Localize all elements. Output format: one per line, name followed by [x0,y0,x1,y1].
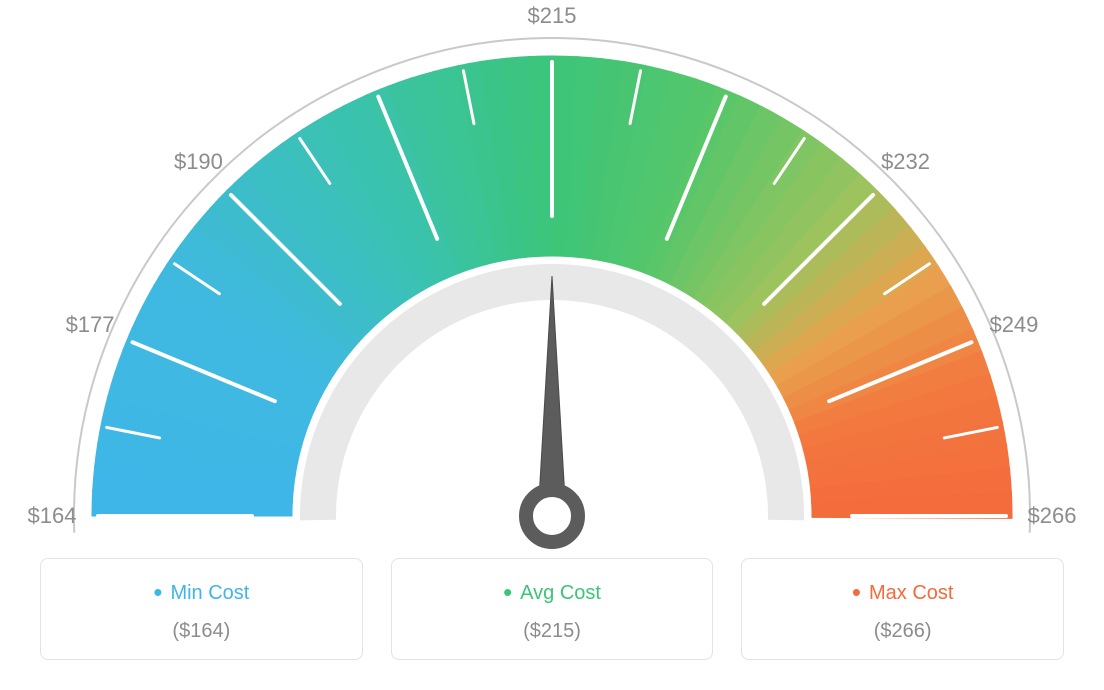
legend-avg-label: Avg Cost [402,577,703,608]
legend-min-label: Min Cost [51,577,352,608]
legend-max-value: ($266) [752,620,1053,643]
legend-card-min: Min Cost ($164) [40,558,363,660]
gauge-tick-label: $266 [1028,503,1077,529]
gauge-tick-label: $249 [989,312,1038,338]
gauge-tick-label: $190 [174,149,223,175]
gauge-svg [0,0,1104,560]
legend-row: Min Cost ($164) Avg Cost ($215) Max Cost… [40,558,1064,660]
cost-gauge-chart: $164 $177 $190 $215 $232 $249 $266 Min Cost ($… [0,0,1104,690]
legend-card-max: Max Cost ($266) [741,558,1064,660]
legend-avg-value: ($215) [402,620,703,643]
gauge-tick-label: $164 [28,503,77,529]
gauge-tick-label: $177 [66,312,115,338]
gauge-tick-label: $215 [528,3,577,29]
gauge-area: $164 $177 $190 $215 $232 $249 $266 [0,0,1104,560]
legend-card-avg: Avg Cost ($215) [391,558,714,660]
legend-min-value: ($164) [51,620,352,643]
gauge-tick-label: $232 [881,149,930,175]
legend-max-label: Max Cost [752,577,1053,608]
